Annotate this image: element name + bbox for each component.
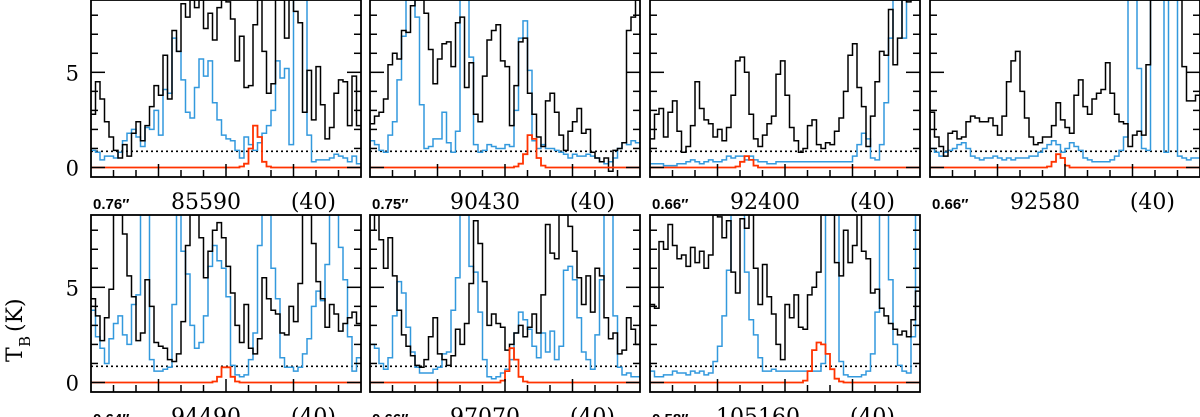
series-observed — [650, 0, 920, 154]
spectrum-panel: 0.66″ 97070 (40) — [369, 214, 641, 417]
panel-grid: 0 5 0.76″ 85590 (40) 0.75″ 90430 (40) 0.66″ 92400… — [66, 0, 1200, 417]
panel-frame — [369, 214, 641, 393]
spectrum-panel: 0.58″ 105160 (40) — [649, 214, 921, 417]
y-axis-label-unit: (K) — [3, 298, 28, 332]
beam-size-label: 0.76″ — [93, 196, 129, 213]
spectrum-panel: 0.66″ 92400 (40) — [649, 0, 921, 215]
series-model-total — [650, 215, 920, 378]
frequency-label: 92580 — [1010, 190, 1080, 215]
series-observed — [370, 0, 640, 173]
panel-frame — [649, 0, 921, 178]
tick-marks — [91, 14, 361, 177]
y-tick-label: 5 — [66, 276, 79, 300]
spectrum-panel: 0 5 0.76″ 85590 (40) — [66, 0, 362, 215]
frequency-label: 105160 — [716, 405, 800, 417]
spectrum-panel: 0 5 0.64″ 94490 (40) — [66, 214, 362, 417]
panel-frame — [929, 0, 1200, 178]
panel-frame — [369, 0, 641, 178]
plot-area — [650, 215, 920, 384]
panel-frame — [649, 214, 921, 393]
series-model-total — [650, 0, 920, 167]
frequency-label: 92400 — [730, 190, 800, 215]
y-axis-label-subscript: B — [16, 336, 34, 347]
frequency-label: 94490 — [171, 405, 241, 417]
beam-size-label: 0.58″ — [652, 411, 688, 417]
series-observed — [370, 215, 640, 369]
beam-size-label: 0.64″ — [93, 411, 129, 417]
tick-marks — [930, 14, 1200, 177]
plot-area — [370, 215, 640, 384]
plot-area — [91, 215, 361, 384]
series-model-species — [91, 366, 361, 384]
beam-size-label: 0.66″ — [932, 196, 968, 213]
tick-marks — [370, 229, 640, 392]
series-model-total — [91, 0, 361, 165]
tick-marks — [370, 14, 640, 177]
y-axis-title: T B (K) — [3, 298, 34, 362]
channel-width-label: (40) — [850, 190, 895, 215]
channel-width-label: (40) — [570, 190, 615, 215]
beam-size-label: 0.66″ — [372, 411, 408, 417]
channel-width-label: (40) — [570, 405, 615, 417]
spectrum-panel: 0.66″ 92580 (40) — [929, 0, 1200, 215]
series-model-species — [650, 341, 920, 384]
tick-marks — [650, 229, 920, 392]
channel-width-label: (40) — [850, 405, 895, 417]
series-observed — [650, 215, 920, 361]
tick-marks — [91, 229, 361, 392]
plot-area — [370, 0, 640, 173]
plot-area — [930, 0, 1200, 169]
y-tick-label: 0 — [66, 371, 79, 395]
tick-marks — [650, 14, 920, 177]
series-model-species — [930, 153, 1200, 169]
panel-frame — [90, 214, 362, 393]
y-tick-label: 5 — [66, 61, 79, 85]
beam-size-label: 0.66″ — [652, 196, 688, 213]
channel-width-label: (40) — [291, 405, 336, 417]
series-observed — [91, 215, 361, 363]
panel-frame — [90, 0, 362, 178]
frequency-label: 85590 — [171, 190, 241, 215]
channel-width-label: (40) — [1130, 190, 1175, 215]
series-model-species — [650, 155, 920, 169]
spectrum-panel: 0.75″ 90430 (40) — [369, 0, 641, 215]
y-tick-label: 0 — [66, 156, 79, 180]
y-axis-label: T — [3, 347, 28, 362]
plot-area — [91, 0, 361, 169]
series-observed — [930, 0, 1200, 157]
series-model-species — [370, 347, 640, 384]
series-model-species — [370, 134, 640, 169]
series-model-total — [930, 0, 1200, 163]
frequency-label: 90430 — [450, 190, 520, 215]
frequency-label: 97070 — [450, 405, 520, 417]
beam-size-label: 0.75″ — [372, 196, 408, 213]
series-observed — [91, 0, 361, 159]
series-model-species — [91, 124, 361, 169]
series-model-total — [370, 215, 640, 380]
plot-area — [650, 0, 920, 169]
channel-width-label: (40) — [291, 190, 336, 215]
